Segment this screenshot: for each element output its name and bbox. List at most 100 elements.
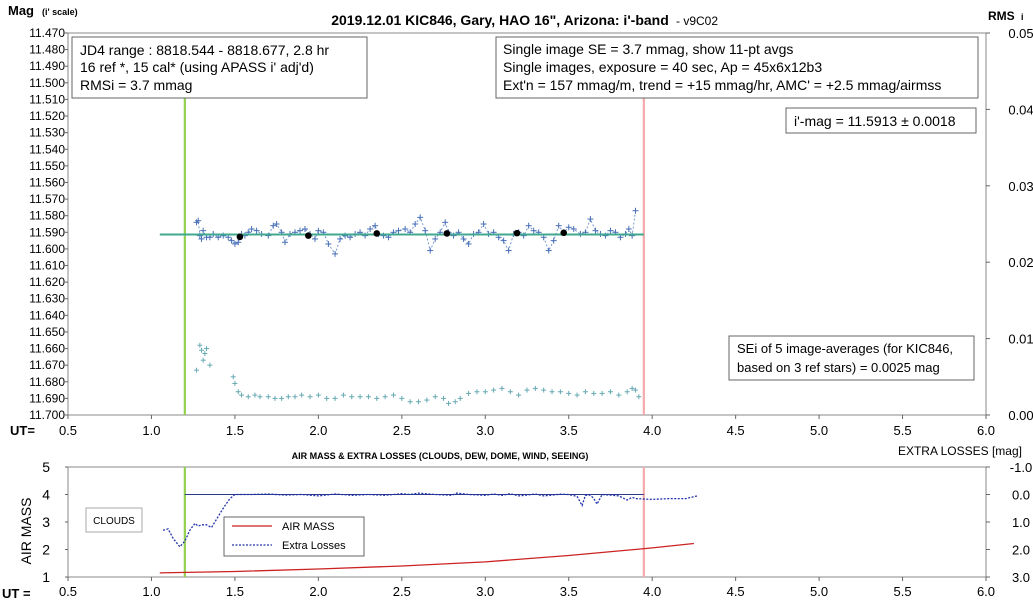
check-point xyxy=(399,395,405,401)
check-point xyxy=(416,399,422,405)
bottom-y-ticks: 5 4 3 2 1 xyxy=(42,459,68,585)
bottom-x-tick-label: 4.5 xyxy=(727,584,745,599)
check-point xyxy=(365,394,371,400)
bottom-y-tick-label: 4 xyxy=(42,487,50,503)
bottom-y2-tick-label: 0.0 xyxy=(1012,488,1030,503)
target-point xyxy=(545,247,552,254)
info-right-line2: Single images, exposure = 40 sec, Ap = 4… xyxy=(503,59,822,75)
target-point xyxy=(332,250,339,257)
target-point xyxy=(417,214,424,221)
bottom-vertical-markers xyxy=(183,467,645,577)
legend-label-air-mass: AIR MASS xyxy=(282,521,335,533)
top-y2-tick-label: 0.02 xyxy=(1008,255,1033,270)
check-point xyxy=(499,385,505,391)
top-chart-version: - v9C02 xyxy=(676,14,718,28)
target-point xyxy=(198,235,205,242)
bottom-chart: AIR MASS & EXTRA LOSSES (CLOUDS, DEW, DO… xyxy=(2,444,1032,601)
top-chart-title: 2019.12.01 KIC846, Gary, HAO 16", Arizon… xyxy=(331,12,669,28)
target-point xyxy=(228,237,235,244)
bottom-x-tick-label: 0.5 xyxy=(59,584,77,599)
top-x-tick-label: 2.0 xyxy=(309,423,327,438)
clouds-label-box: CLOUDS xyxy=(85,507,143,533)
top-x-tick-label: 3.0 xyxy=(476,423,494,438)
check-point xyxy=(230,374,236,380)
check-point xyxy=(232,380,238,386)
top-y-tick-label: 11.590 xyxy=(29,225,65,239)
target-point xyxy=(248,225,255,232)
target-point xyxy=(565,224,572,231)
target-point xyxy=(412,221,419,227)
check-point xyxy=(194,367,200,373)
top-y-tick-label: 11.480 xyxy=(29,43,65,57)
clouds-label: CLOUDS xyxy=(93,516,135,527)
series-extra-losses-line xyxy=(162,492,698,548)
check-point xyxy=(446,400,452,406)
check-point xyxy=(616,392,622,398)
check-point xyxy=(197,342,203,348)
check-point xyxy=(252,392,258,398)
bottom-chart-title: AIR MASS & EXTRA LOSSES (CLOUDS, DEW, DO… xyxy=(292,451,589,461)
top-y-tick-label: 11.550 xyxy=(29,159,65,173)
top-y2-tick-label: 0.04 xyxy=(1008,102,1033,117)
check-point xyxy=(574,392,580,398)
series-air-mass-line xyxy=(159,542,694,574)
bottom-x-tick-label: 1.5 xyxy=(226,584,244,599)
bottom-y2-tick-label: 2.0 xyxy=(1012,543,1030,558)
top-y-tick-label: 11.580 xyxy=(29,209,65,223)
mag-result-text: i'-mag = 11.5913 ± 0.0018 xyxy=(794,113,956,129)
bottom-y-tick-label: 2 xyxy=(42,542,50,558)
target-point xyxy=(422,227,429,234)
target-point xyxy=(632,207,639,214)
check-point xyxy=(582,389,588,395)
top-y2-tick-label: 0.05 xyxy=(1008,26,1033,41)
bottom-x-tick-label: 6.0 xyxy=(977,584,995,599)
check-point xyxy=(324,395,330,401)
check-point xyxy=(199,347,205,353)
bottom-y-axis-label: AIR MASS xyxy=(18,498,34,565)
top-x-tick-label: 4.0 xyxy=(643,423,661,438)
legend-label-extra-losses: Extra Losses xyxy=(282,540,346,552)
check-star-points xyxy=(194,342,642,406)
top-y-tick-label: 11.600 xyxy=(29,242,65,256)
top-y-tick-label: 11.570 xyxy=(29,192,65,206)
top-y-tick-label: 11.660 xyxy=(29,342,65,356)
bottom-y2-axis-label: EXTRA LOSSES [mag] xyxy=(898,444,1022,458)
top-x-tick-label: 5.0 xyxy=(810,423,828,438)
se-box-line1: SEi of 5 image-averages (for KIC846, xyxy=(737,341,953,356)
top-y2-tick-label: 0.01 xyxy=(1008,332,1033,347)
target-point xyxy=(500,237,507,244)
check-point xyxy=(491,387,497,393)
top-y-tick-label: 11.560 xyxy=(29,175,65,189)
top-y-tick-label: 11.670 xyxy=(29,358,65,372)
check-point xyxy=(474,389,480,395)
info-right-line3: Ext'n = 157 mmag/m, trend = +15 mmag/hr,… xyxy=(503,77,941,93)
target-point xyxy=(281,239,288,246)
info-left-line2: 16 ref *, 15 cal* (using APASS i' adj'd) xyxy=(80,59,314,75)
target-point xyxy=(432,235,439,242)
bottom-x-ticks: 0.5 1.0 1.5 2.0 2.5 3.0 3.5 4.0 4.5 5.0 5.5 6.0 xyxy=(59,577,995,599)
top-y-tick-label: 11.530 xyxy=(29,126,65,140)
mag-result-box: i'-mag = 11.5913 ± 0.0018 xyxy=(785,107,977,134)
top-x-tick-label: 2.5 xyxy=(393,423,411,438)
target-point xyxy=(402,225,409,232)
target-point xyxy=(525,222,532,229)
top-y-tick-label: 11.680 xyxy=(29,375,65,389)
check-point xyxy=(636,394,642,400)
top-y-tick-label: 11.630 xyxy=(29,292,65,306)
check-point xyxy=(441,395,447,401)
target-point xyxy=(195,217,202,224)
bottom-x-tick-label: 2.5 xyxy=(393,584,411,599)
info-box-left: JD4 range : 8818.544 - 8818.677, 2.8 hr … xyxy=(71,36,368,99)
bottom-x-tick-label: 2.0 xyxy=(309,584,327,599)
check-point xyxy=(466,390,472,396)
top-x-tick-label: 1.0 xyxy=(142,423,160,438)
top-y2-axis-label: RMS xyxy=(988,9,1015,23)
check-point xyxy=(557,389,563,395)
target-point xyxy=(480,221,487,227)
check-point xyxy=(299,392,305,398)
average-point xyxy=(513,229,521,237)
bottom-x-tick-label: 4.0 xyxy=(643,584,661,599)
target-point xyxy=(465,240,472,247)
top-y-tick-label: 11.510 xyxy=(29,92,65,106)
